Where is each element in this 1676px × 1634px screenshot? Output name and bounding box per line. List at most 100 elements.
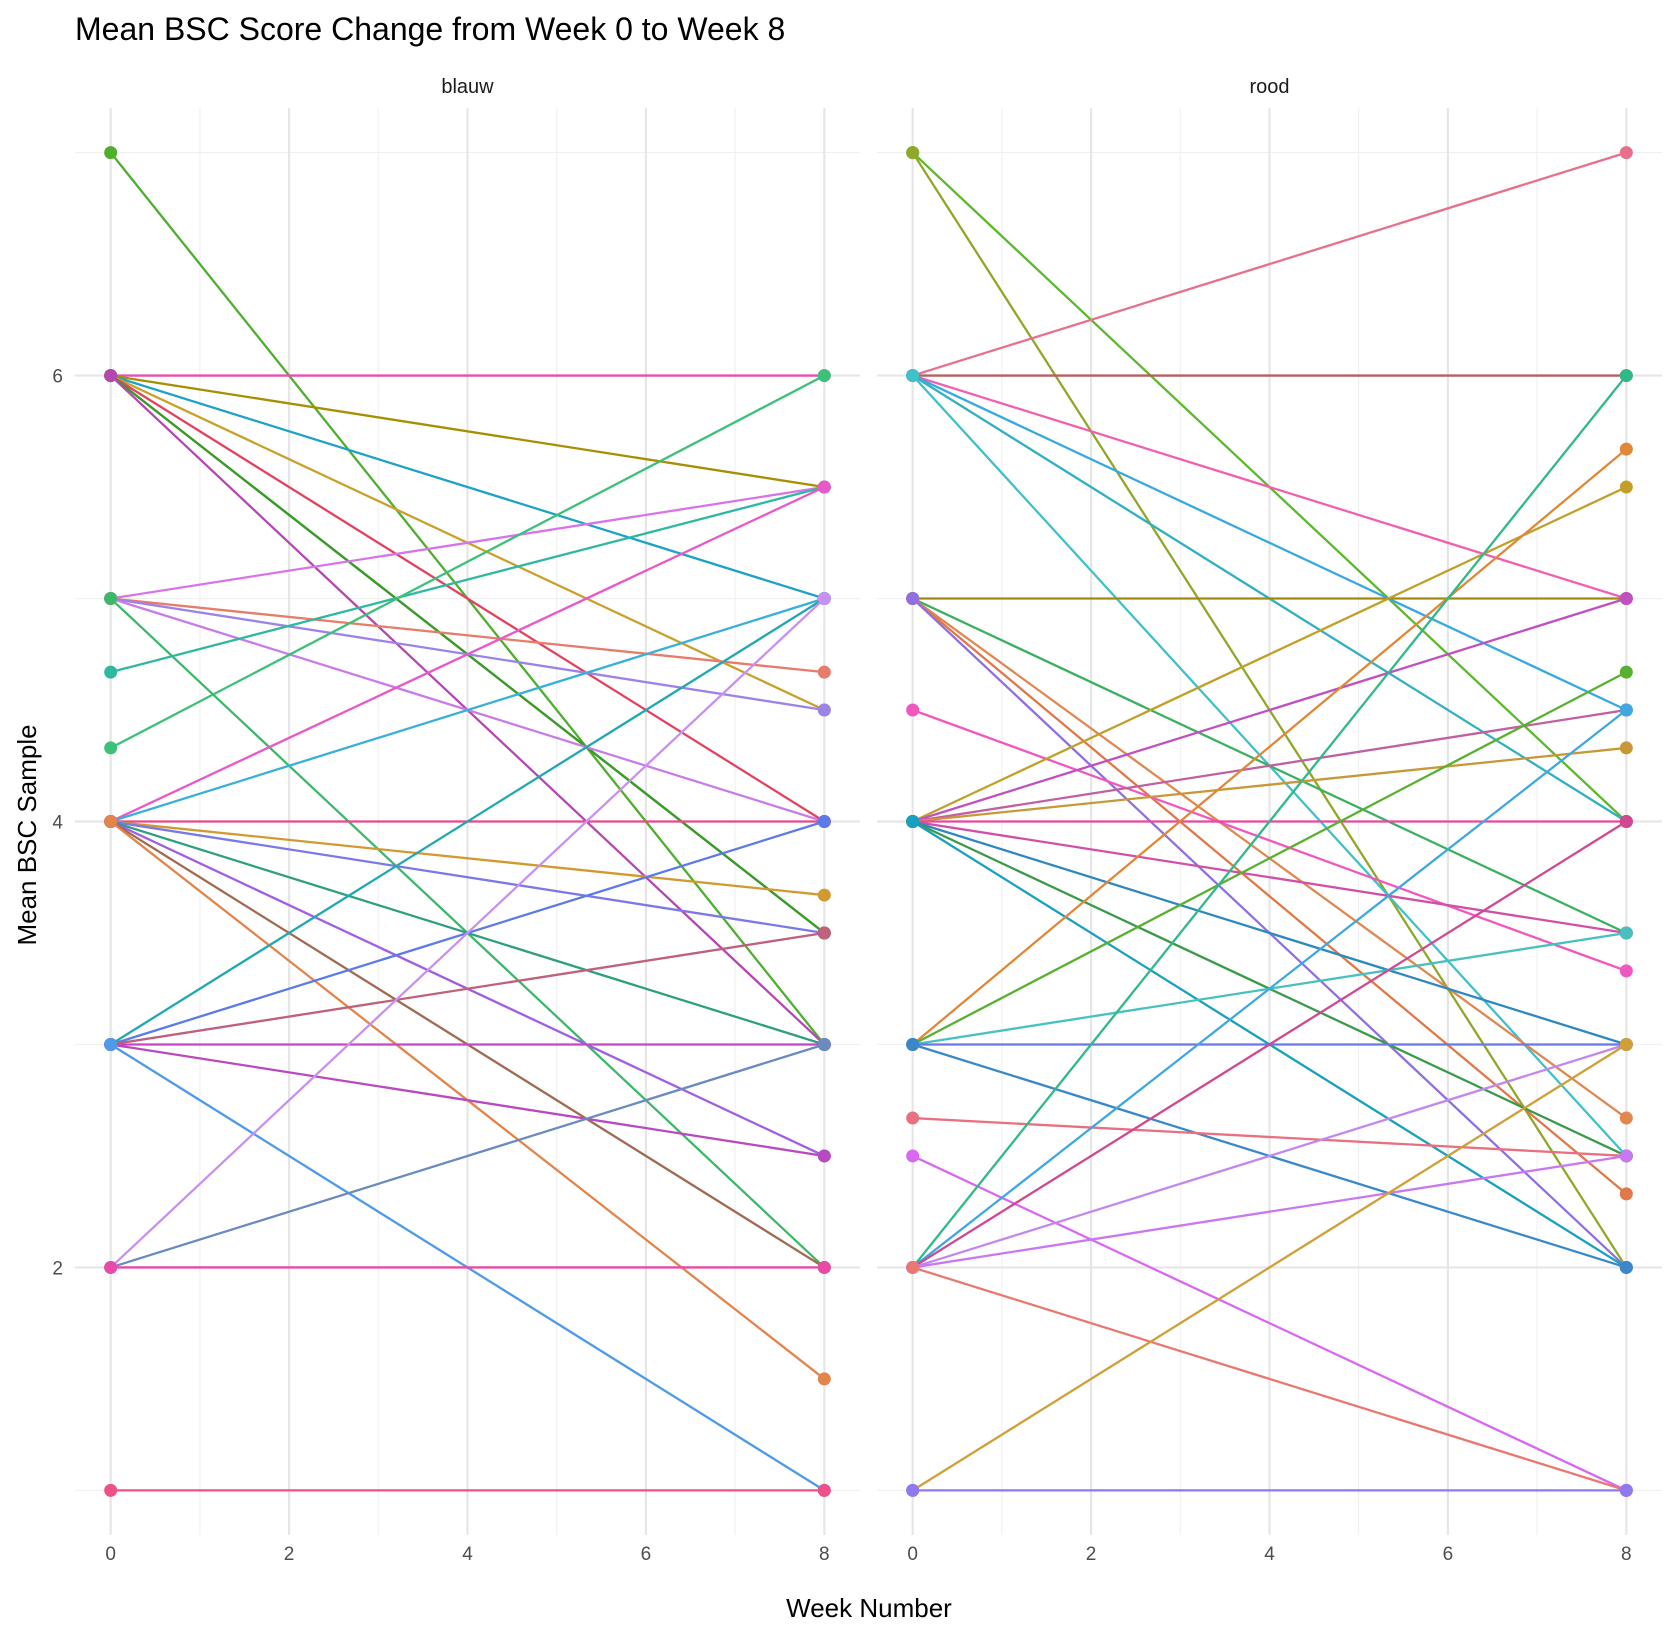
data-point-week0 (906, 703, 920, 717)
data-point-week8 (817, 1037, 831, 1051)
data-point-week0 (906, 369, 920, 383)
y-axis-title: Mean BSC Sample (12, 724, 42, 945)
data-point-week8 (817, 703, 831, 717)
x-tick-label: 0 (105, 1544, 116, 1565)
series-line (911, 820, 1628, 1046)
data-point-week0 (104, 665, 118, 679)
x-axis-title: Week Number (786, 1593, 952, 1623)
series-line (911, 1043, 1628, 1492)
data-point-week8 (1619, 926, 1633, 940)
series-line (911, 1154, 1628, 1492)
x-tick-label: 0 (907, 1544, 918, 1565)
data-point-week8 (817, 592, 831, 606)
facet-label: blauw (441, 76, 494, 98)
data-point-week8 (817, 926, 831, 940)
x-tick-label: 2 (284, 1544, 295, 1565)
x-tick-label: 4 (462, 1544, 473, 1565)
data-point-week0 (906, 1260, 920, 1274)
series-line (109, 374, 826, 489)
series-line (911, 597, 1628, 1196)
data-point-week0 (104, 592, 118, 606)
series-line (911, 708, 1628, 1269)
data-point-week0 (104, 1037, 118, 1051)
series-line (911, 708, 1628, 823)
data-point-week8 (1619, 146, 1633, 160)
data-point-week8 (1619, 1187, 1633, 1201)
x-tick-label: 6 (641, 1544, 652, 1565)
data-point-week8 (817, 665, 831, 679)
data-point-week8 (1619, 964, 1633, 978)
data-point-week0 (104, 815, 118, 828)
series-line (109, 374, 826, 823)
x-tick-label: 2 (1086, 1544, 1097, 1565)
series-line (911, 374, 1628, 1269)
data-point-week8 (1619, 592, 1633, 606)
series-line (109, 597, 826, 674)
series-line (911, 151, 1628, 377)
data-point-week8 (817, 815, 831, 828)
data-point-week0 (906, 1111, 920, 1125)
series-line (109, 931, 826, 1046)
series-line (109, 485, 826, 823)
data-point-week0 (906, 1037, 920, 1051)
series-line (109, 1043, 826, 1158)
data-point-week0 (906, 592, 920, 606)
chart-panels: blauw 0 2 4 6 8 2 4 6 rood 0 2 4 6 8 (52, 76, 1662, 1565)
x-tick-label: 4 (1264, 1544, 1275, 1565)
y-tick-label: 6 (52, 367, 63, 388)
data-point-week0 (104, 741, 118, 755)
series-line (911, 374, 1628, 712)
series-line (109, 485, 826, 674)
y-tick-label: 4 (52, 813, 63, 834)
data-point-week0 (104, 1260, 118, 1274)
series-line (911, 1116, 1628, 1158)
data-point-week0 (906, 815, 920, 828)
series-line (911, 820, 1628, 1269)
data-point-week0 (104, 369, 118, 383)
series-line (109, 597, 826, 1269)
series-line (109, 1043, 826, 1269)
facet-label: rood (1249, 76, 1289, 98)
series-line (911, 820, 1628, 935)
series-line (911, 374, 1628, 600)
data-point-week8 (1619, 369, 1633, 383)
data-point-week8 (1619, 1111, 1633, 1125)
data-point-week8 (1619, 703, 1633, 717)
series-line (109, 597, 826, 1046)
y-tick-label: 2 (52, 1258, 63, 1279)
panel-blauw: blauw 0 2 4 6 8 2 4 6 (52, 76, 860, 1565)
data-point-week8 (817, 888, 831, 902)
x-tick-label: 8 (1621, 1544, 1632, 1565)
panel-rood: rood 0 2 4 6 8 (877, 76, 1662, 1565)
series-line (109, 485, 826, 600)
series-line (109, 374, 826, 750)
data-point-week8 (1619, 480, 1633, 494)
series-line (109, 597, 826, 823)
series-line (109, 820, 826, 897)
series-line (911, 670, 1628, 1046)
data-point-week8 (817, 480, 831, 494)
data-point-week8 (817, 1372, 831, 1386)
data-point-week8 (817, 1149, 831, 1163)
series-line (109, 820, 826, 935)
data-point-week8 (1619, 442, 1633, 456)
data-point-week8 (1619, 1149, 1633, 1163)
series-line (911, 1154, 1628, 1269)
data-point-week8 (817, 1260, 831, 1274)
series-line (911, 597, 1628, 823)
data-point-week0 (906, 1149, 920, 1163)
series-line (911, 746, 1628, 823)
data-point-week0 (906, 146, 920, 160)
data-point-week8 (1619, 1260, 1633, 1274)
series-line (911, 708, 1628, 973)
data-point-week8 (1619, 1037, 1633, 1051)
data-point-week8 (817, 1483, 831, 1497)
data-point-week8 (1619, 1483, 1633, 1497)
series-line (911, 447, 1628, 1046)
data-point-week8 (1619, 665, 1633, 679)
series-line (911, 1266, 1628, 1492)
data-point-week0 (104, 1483, 118, 1497)
x-tick-label: 8 (819, 1544, 830, 1565)
series-line (911, 485, 1628, 823)
